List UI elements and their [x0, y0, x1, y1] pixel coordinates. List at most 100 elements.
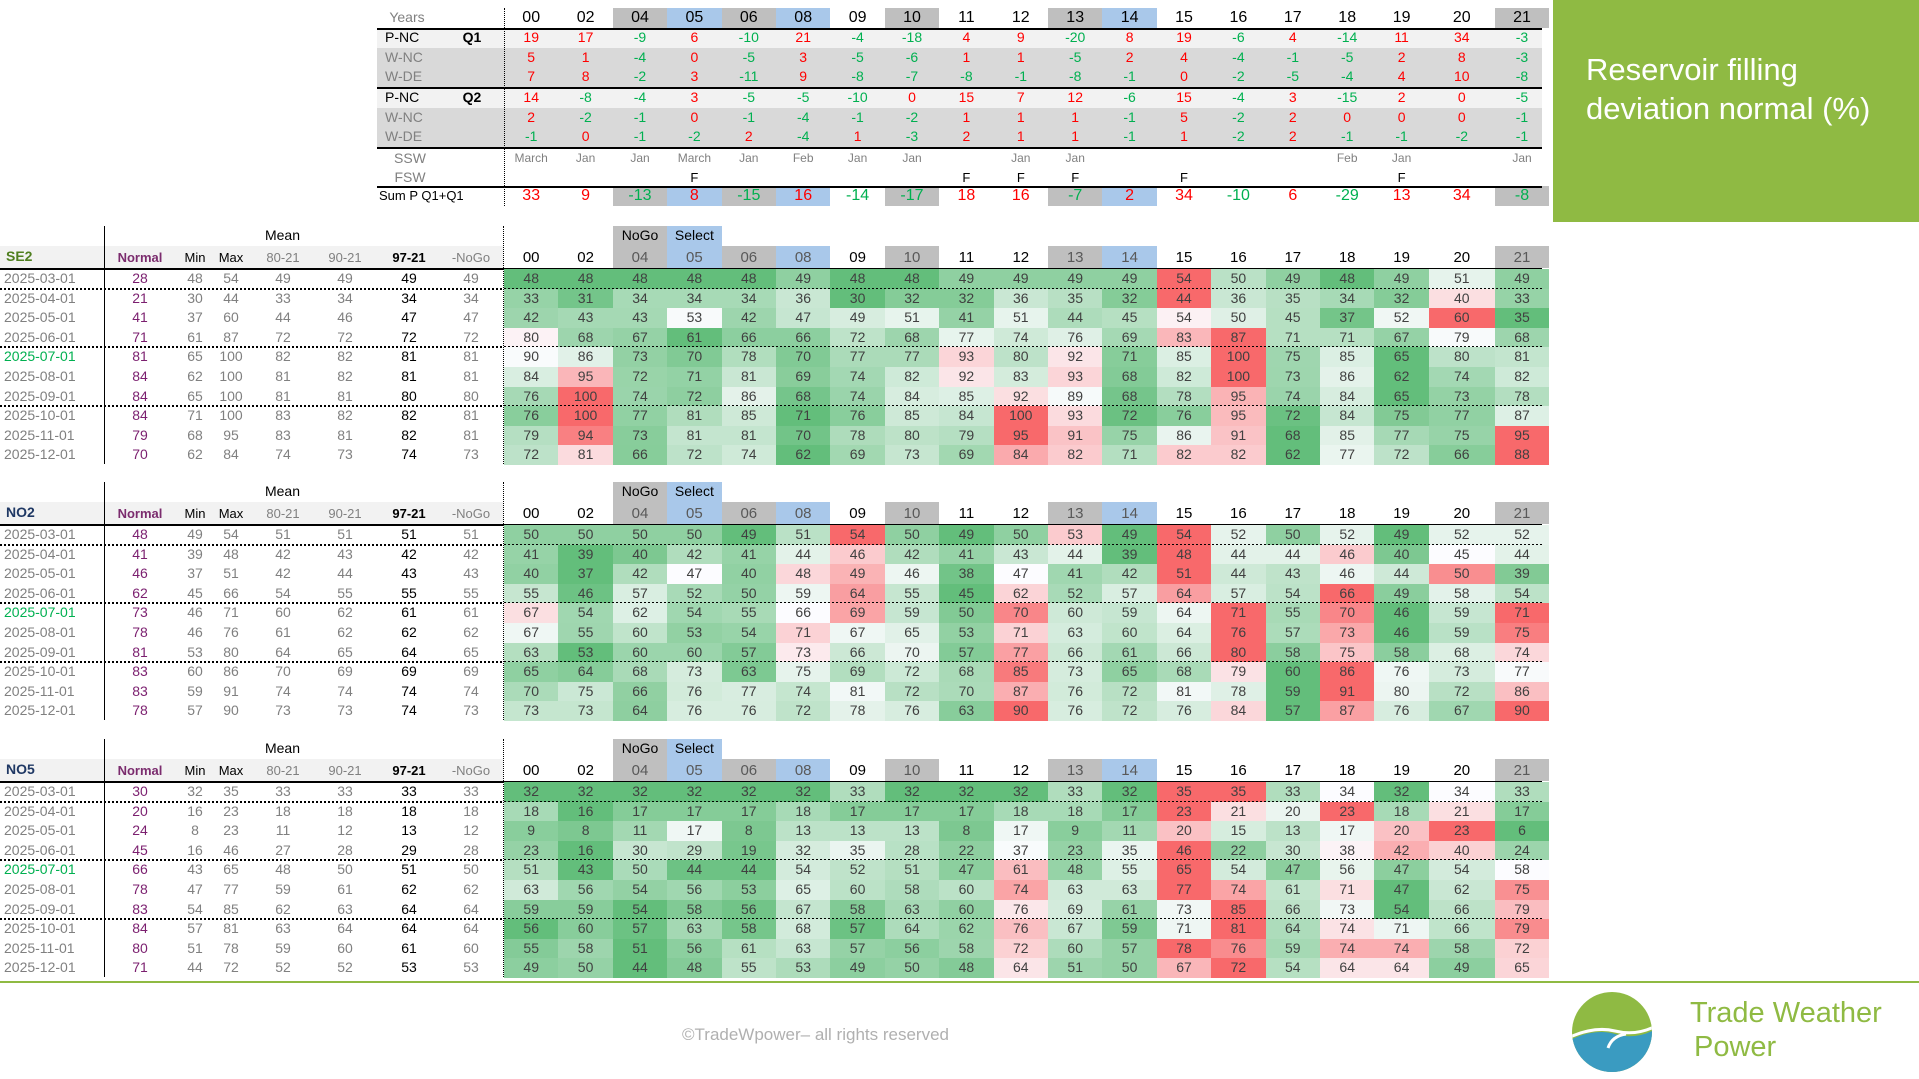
- heatmap-cell: 76: [1048, 681, 1103, 702]
- heatmap-cell: 36: [993, 288, 1048, 309]
- heatmap-cell: 48: [776, 564, 831, 584]
- year-header: 20: [1453, 249, 1471, 266]
- heatmap-cell: 44: [1048, 544, 1103, 565]
- heatmap-cell: 70: [939, 681, 994, 702]
- heatmap-cell: 60: [612, 642, 668, 663]
- heatmap-cell: 55: [504, 938, 559, 959]
- heatmap-cell: 57: [939, 642, 994, 663]
- stat-m90: 82: [337, 368, 353, 384]
- stat-m80: 49: [275, 270, 291, 286]
- sum-value: 33: [522, 187, 541, 204]
- heatmap-cell: 60: [1048, 938, 1103, 959]
- stat-normal: 81: [132, 643, 148, 660]
- stat-max: 65: [223, 861, 239, 878]
- select-tag: Select: [667, 226, 722, 246]
- heatmap-cell: 71: [1374, 919, 1429, 939]
- heatmap-cell: 81: [721, 425, 776, 446]
- heatmap-cell: 52: [1048, 583, 1103, 604]
- heatmap-cell: 85: [1211, 899, 1266, 920]
- heatmap-cell: 54: [721, 623, 776, 643]
- deviation-value: -7: [905, 68, 919, 85]
- header-m97: 97-21: [392, 250, 426, 265]
- heatmap-cell: 50: [939, 603, 994, 623]
- deviation-value: 1: [1071, 128, 1080, 145]
- heatmap-cell: 44: [721, 860, 776, 880]
- heatmap-cell: 57: [1265, 623, 1320, 643]
- nogo-tag: NoGo: [612, 739, 668, 759]
- heatmap-cell: 41: [504, 544, 559, 565]
- heatmap-cell: 17: [939, 801, 994, 822]
- deviation-value: 4: [962, 29, 971, 45]
- deviation-value: 7: [527, 68, 536, 85]
- stat-nogo: 62: [463, 881, 479, 897]
- row-label: SSW: [394, 150, 426, 166]
- stat-m90: 61: [337, 881, 353, 897]
- heatmap-cell: 71: [1102, 347, 1157, 367]
- year-header: 21: [1494, 246, 1550, 268]
- stat-max: 100: [219, 387, 243, 404]
- warming-ssw: Feb: [1336, 151, 1358, 165]
- warming-ssw: Feb: [792, 151, 814, 165]
- stat-normal: 48: [132, 526, 148, 542]
- heatmap-cell: 47: [1374, 860, 1429, 880]
- deviation-value: -2: [579, 108, 592, 125]
- heatmap-cell: 49: [830, 564, 885, 584]
- page-title: Reservoir filling deviation normal (%): [1586, 52, 1871, 126]
- row-date: 2025-04-01: [4, 289, 76, 306]
- year-header: 04: [612, 246, 668, 268]
- stat-m97: 64: [401, 900, 417, 917]
- stat-nogo: 81: [463, 407, 479, 424]
- heatmap-cell: 35: [1156, 782, 1212, 802]
- warming-fsw: [504, 168, 558, 188]
- deviation-value: -5: [1515, 89, 1529, 105]
- heatmap-cell: 72: [1102, 681, 1157, 702]
- deviation-value: -4: [796, 128, 810, 145]
- heatmap-cell: 32: [1374, 288, 1429, 309]
- heatmap-cell: 58: [1428, 938, 1495, 959]
- heatmap-cell: 62: [1374, 367, 1429, 387]
- row-date: 2025-08-01: [4, 368, 76, 384]
- heatmap-cell: 85: [1320, 347, 1375, 367]
- heatmap-cell: 62: [776, 445, 831, 465]
- heatmap-cell: 35: [1211, 782, 1266, 802]
- deviation-value: -3: [1515, 48, 1529, 65]
- heatmap-cell: 63: [884, 899, 940, 920]
- deviation-value: 10: [1454, 68, 1470, 85]
- nogo-tag: NoGo: [612, 226, 668, 246]
- heatmap-cell: 85: [884, 406, 940, 426]
- row-label: P-NC: [385, 29, 420, 45]
- heatmap-cell: 62: [939, 919, 994, 939]
- heatmap-cell: 86: [1494, 681, 1550, 702]
- heatmap-cell: 35: [1048, 288, 1103, 309]
- heatmap-cell: 67: [1428, 701, 1495, 721]
- deviation-value: -1: [1123, 108, 1136, 125]
- heatmap-cell: 33: [830, 782, 885, 802]
- row-label: Sum P Q1+Q1: [379, 188, 464, 203]
- heatmap-cell: 46: [830, 544, 885, 565]
- stat-normal: 41: [132, 545, 148, 562]
- deviation-value: -1: [851, 108, 864, 125]
- stat-max: 46: [223, 841, 239, 858]
- stat-max: 44: [223, 289, 239, 306]
- heatmap-cell: 75: [1265, 347, 1320, 367]
- heatmap-cell: 17: [884, 801, 940, 822]
- stat-m80: 62: [275, 900, 291, 917]
- heatmap-cell: 81: [1494, 347, 1550, 367]
- heatmap-cell: 43: [993, 544, 1048, 565]
- heatmap-cell: 18: [993, 801, 1048, 822]
- heatmap-cell: 54: [1156, 308, 1212, 328]
- heatmap-cell: 48: [939, 958, 994, 978]
- deviation-value: -8: [1068, 68, 1082, 85]
- heatmap-cell: 73: [884, 445, 940, 465]
- heatmap-cell: 76: [667, 681, 722, 702]
- heatmap-cell: 57: [1102, 583, 1157, 604]
- heatmap-cell: 22: [939, 840, 994, 861]
- row-date: 2025-11-01: [4, 682, 75, 699]
- heatmap-cell: 72: [1374, 445, 1429, 465]
- heatmap-cell: 59: [558, 899, 613, 920]
- warming-fsw: [1320, 168, 1374, 188]
- stat-m90: 81: [337, 387, 353, 404]
- heatmap-cell: 68: [1102, 386, 1157, 407]
- stat-m90: 65: [337, 643, 353, 660]
- stat-m80: 18: [275, 802, 291, 819]
